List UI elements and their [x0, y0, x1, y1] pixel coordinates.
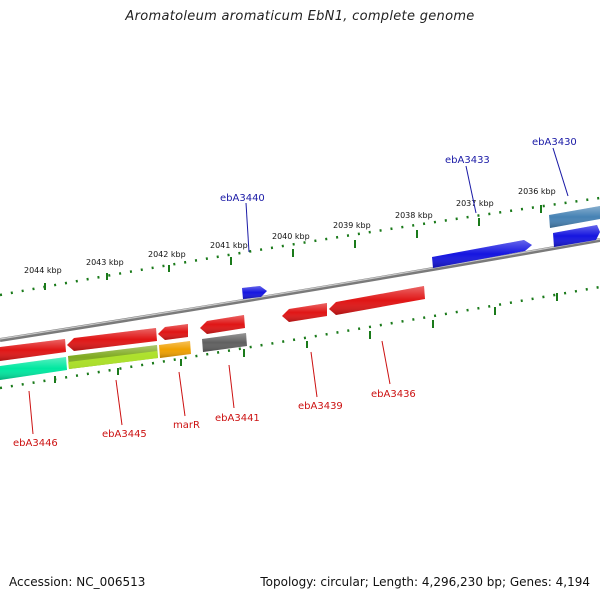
tick-label: 2042 kbp — [148, 250, 186, 259]
annotation-track — [0, 333, 247, 380]
map-title: Aromatoleum aromaticum EbN1, complete ge… — [125, 9, 475, 24]
annotation-block-gray — [202, 333, 247, 352]
annotation-block-olive — [68, 345, 158, 369]
gene-ebA3446[interactable] — [0, 339, 66, 361]
gene-label: marR — [173, 420, 200, 431]
forward-gene-labels: ebA3440 ebA3433 ebA3430 — [220, 137, 577, 204]
gene-ebA3439[interactable] — [282, 303, 327, 322]
gene-label: ebA3440 — [220, 193, 265, 204]
reverse-gene-labels: ebA3446 ebA3445 marR ebA3441 ebA3439 ebA… — [13, 389, 416, 449]
gene-label: ebA3433 — [445, 155, 490, 166]
gene-label: ebA3439 — [298, 401, 343, 412]
gene-label: ebA3441 — [215, 413, 260, 424]
tick-label: 2040 kbp — [272, 232, 310, 241]
gene-ebA3433[interactable] — [432, 240, 532, 268]
gene-ebA3441[interactable] — [200, 315, 245, 334]
tick-label: 2044 kbp — [24, 266, 62, 275]
topology-text: Topology: circular; Length: 4,296,230 bp… — [260, 575, 590, 589]
accession-text: Accession: NC_006513 — [9, 575, 146, 589]
gene-marR[interactable] — [158, 324, 188, 340]
kbp-labels: 2044 kbp 2043 kbp 2042 kbp 2041 kbp 2040… — [24, 187, 556, 275]
backbone-ring-highlight — [0, 238, 600, 340]
gene-forward-unlabeled[interactable] — [553, 225, 600, 247]
gene-ebA3430[interactable] — [549, 206, 600, 228]
gene-label: ebA3436 — [371, 389, 416, 400]
backbone-ring — [0, 238, 600, 342]
forward-strand-genes — [242, 206, 600, 299]
annotation-block-green — [0, 357, 67, 380]
tick-label: 2041 kbp — [210, 241, 248, 250]
major-ticks — [44, 205, 558, 383]
tick-label: 2038 kbp — [395, 211, 433, 220]
gene-ebA3440[interactable] — [242, 286, 267, 299]
forward-leader-lines — [245, 147, 569, 253]
gene-label: ebA3445 — [102, 429, 147, 440]
gene-label: ebA3430 — [532, 137, 577, 148]
tick-label: 2037 kbp — [456, 199, 494, 208]
tick-label: 2039 kbp — [333, 221, 371, 230]
reverse-leader-lines — [28, 340, 391, 435]
reverse-strand-genes — [0, 286, 425, 361]
gene-ebA3445[interactable] — [67, 328, 157, 351]
annotation-block-orange — [159, 341, 191, 358]
gene-label: ebA3446 — [13, 438, 58, 449]
gene-ebA3436[interactable] — [329, 286, 425, 315]
tick-label: 2036 kbp — [518, 187, 556, 196]
tick-label: 2043 kbp — [86, 258, 124, 267]
